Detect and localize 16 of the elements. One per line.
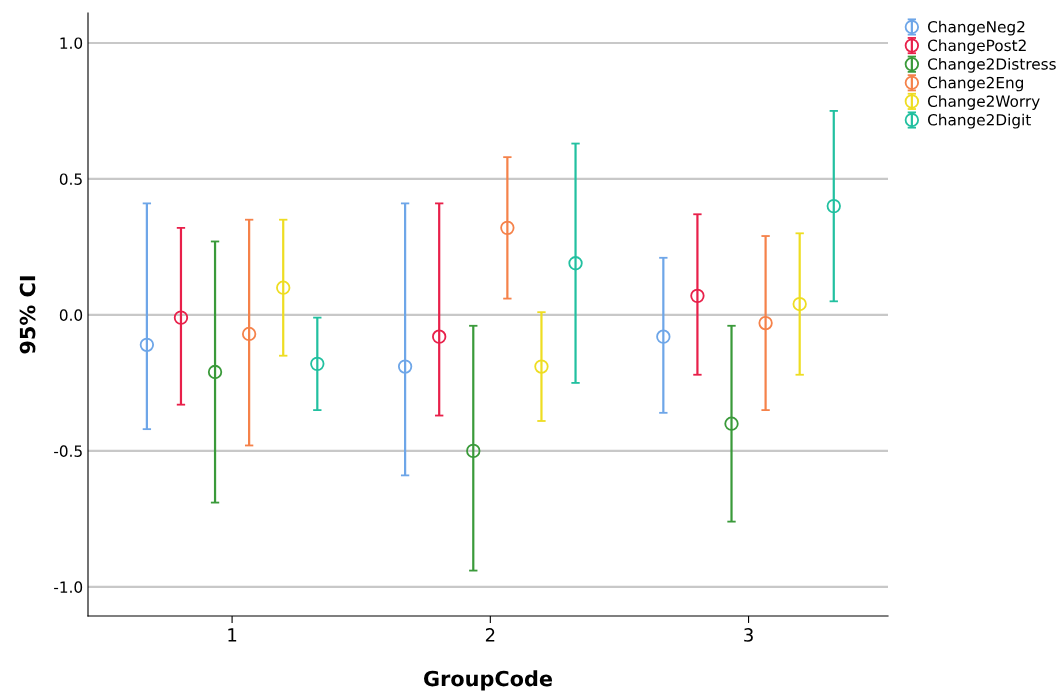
legend-label: Change2Eng — [928, 76, 1023, 92]
y-tick-label: 0.0 — [59, 309, 83, 321]
x-axis-title: GroupCode — [424, 670, 553, 691]
y-tick-label: -0.5 — [54, 445, 82, 457]
x-tick-label: 2 — [485, 628, 495, 642]
x-tick-label: 3 — [744, 628, 753, 642]
y-axis-title: 95% CI — [19, 276, 36, 354]
legend-label: ChangeNeg2 — [928, 20, 1025, 36]
x-tick-label: 1 — [228, 628, 237, 642]
legend-label: ChangePost2 — [928, 39, 1026, 55]
y-tick-label: 0.5 — [59, 173, 82, 185]
legend-label: Change2Distress — [928, 57, 1056, 73]
legend-label: Change2Digit — [928, 113, 1031, 129]
y-tick-label: -1.0 — [54, 581, 83, 593]
y-tick-label: 1.0 — [60, 37, 83, 49]
legend-label: Change2Worry — [928, 95, 1040, 110]
